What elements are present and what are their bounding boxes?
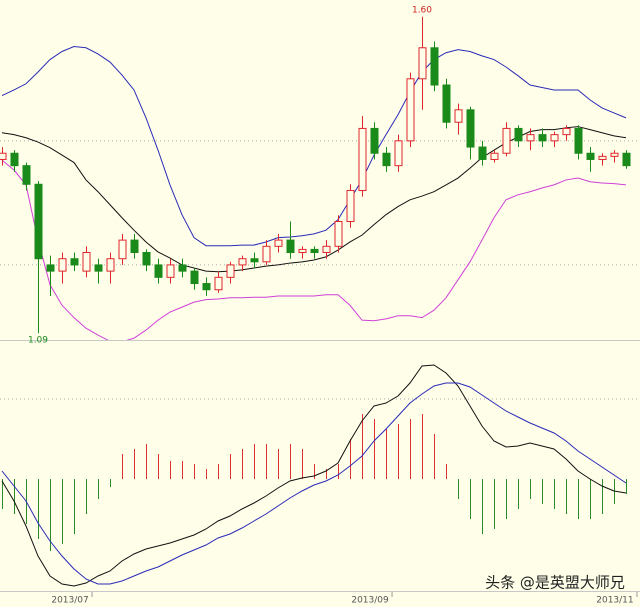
candle-body (418, 47, 427, 80)
candle-body (10, 152, 19, 167)
candle-body (190, 270, 199, 285)
candle-body (538, 134, 547, 142)
candle-body (166, 264, 175, 278)
candle-body (142, 252, 151, 266)
candle-body (490, 152, 499, 160)
candle-body (214, 276, 223, 291)
candle-body (610, 152, 619, 157)
candle-body (370, 127, 379, 154)
candle-body (286, 239, 295, 254)
candle-body (58, 258, 67, 272)
band-line (1, 159, 627, 340)
candle-body (382, 152, 391, 167)
candle-body (514, 127, 523, 142)
candle-body (322, 245, 331, 254)
extreme-label: 1.09 (28, 336, 48, 346)
candle-body (562, 127, 571, 136)
candle-body (442, 84, 451, 123)
band-line (1, 46, 627, 247)
candle-body (298, 248, 307, 254)
candle-body (226, 264, 235, 278)
candle-body (178, 264, 187, 272)
x-tick-label: 2013/09 (351, 596, 389, 606)
macd-line (1, 364, 627, 587)
watermark: 头条 @是英盟大师兄 (485, 574, 625, 592)
candle-body (586, 152, 595, 160)
candle-body (346, 189, 355, 222)
candle-body (130, 239, 139, 254)
candle-body (250, 258, 259, 263)
candle-body (118, 239, 127, 260)
macd-line (1, 382, 627, 585)
panel (0, 16, 640, 340)
candle-body (34, 183, 43, 260)
candle-body (70, 258, 79, 266)
candle-body (622, 152, 631, 167)
candle-body (262, 245, 271, 263)
candle-body (430, 47, 439, 86)
candle-body (154, 264, 163, 278)
candle-body (406, 78, 415, 142)
x-tick-label: 2013/11 (596, 596, 633, 606)
candle-body (574, 127, 583, 154)
candle-body (598, 155, 607, 160)
candle-body (478, 146, 487, 160)
candle-body (274, 239, 283, 247)
candle-body (94, 264, 103, 272)
candle-body (394, 140, 403, 167)
extreme-label: 1.60 (412, 5, 432, 15)
candle-body (238, 258, 247, 266)
candle-body (82, 252, 91, 272)
candle-body (526, 134, 535, 142)
panel (0, 364, 640, 587)
candle-body (466, 109, 475, 148)
candle-body (550, 134, 559, 142)
candle-body (106, 258, 115, 272)
candle-body (502, 127, 511, 154)
candle-body (0, 152, 7, 160)
candle-body (310, 248, 319, 254)
candle-body (454, 109, 463, 123)
candle-body (202, 283, 211, 291)
candle-body (358, 127, 367, 191)
candle-body (334, 220, 343, 247)
candle-body (22, 165, 31, 185)
candle-body (46, 264, 55, 272)
x-tick-label: 2013/07 (51, 596, 88, 606)
